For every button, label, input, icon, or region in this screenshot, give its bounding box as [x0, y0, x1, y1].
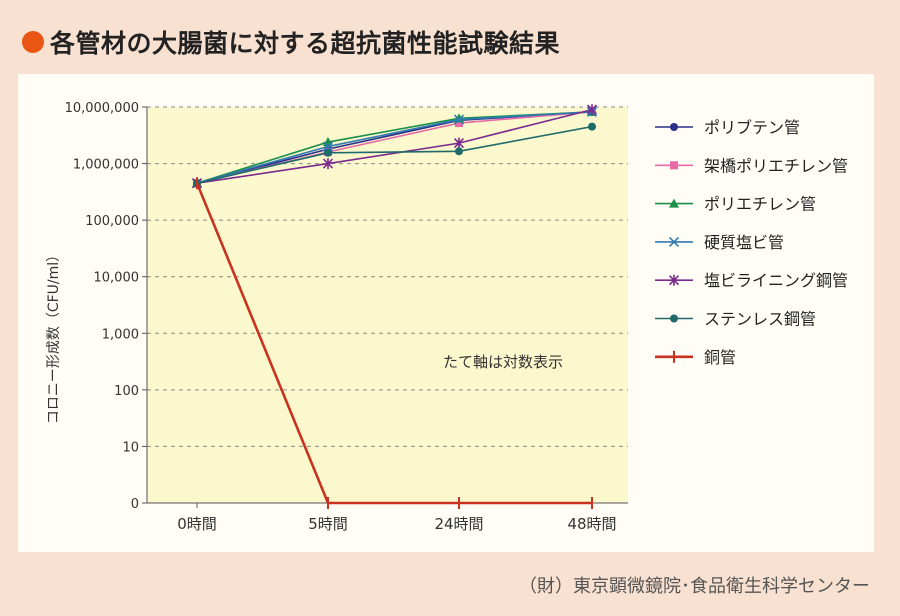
- legend-marker: [670, 161, 678, 170]
- legend-label: ステンレス鋼管: [704, 310, 816, 329]
- title-row: 各管材の大腸菌に対する超抗菌性能試験結果: [22, 22, 560, 62]
- legend-label: 銅管: [704, 348, 736, 367]
- legend-item: 硬質塩ビ管: [655, 233, 784, 252]
- y-tick-label: 0: [131, 497, 139, 512]
- legend-label: 架橋ポリエチレン管: [704, 156, 848, 175]
- legend-label: 硬質塩ビ管: [704, 233, 784, 252]
- chart-panel: 0 10 100 1,000 10,000 100,000 1,000,000 10,000,…: [18, 74, 874, 552]
- series-7: [195, 177, 593, 509]
- data-point: [453, 137, 465, 149]
- chart: 0 10 100 1,000 10,000 100,000 1,000,000 10,000,…: [46, 101, 848, 533]
- data-point: [455, 119, 463, 128]
- log-scale-note: たて軸は対数表示: [443, 353, 563, 371]
- series-line: [196, 125, 593, 184]
- x-tick-label: 5時間: [308, 515, 348, 533]
- legend-label: ポリブテン管: [704, 118, 800, 137]
- data-point: [455, 147, 463, 156]
- legend-label: 塩ビライニング鋼管: [704, 271, 848, 290]
- data-point: [322, 141, 334, 152]
- legend-marker: [668, 236, 680, 247]
- y-tick-label: 10,000,000: [65, 101, 139, 116]
- legend-item: ポリエチレン管: [655, 195, 816, 214]
- x-tick-label: 48時間: [567, 515, 616, 533]
- data-point: [322, 158, 334, 170]
- y-tick-label: 10: [122, 440, 139, 455]
- data-point: [588, 122, 596, 131]
- legend-item: 架橋ポリエチレン管: [655, 156, 848, 175]
- data-point: [453, 114, 465, 125]
- series-line: [196, 108, 593, 184]
- data-point: [324, 148, 332, 157]
- y-tick-label: 10,000: [94, 271, 140, 286]
- legend-label: ポリエチレン管: [704, 195, 816, 214]
- y-tick-label: 100: [114, 384, 139, 399]
- y-tick-label: 100,000: [85, 214, 139, 229]
- source-credit: （財）東京顕微鏡院･食品衛生科学センター: [519, 576, 870, 597]
- series-line: [195, 182, 592, 505]
- x-tick-label: 24時間: [434, 515, 483, 533]
- legend-marker: [668, 274, 680, 286]
- legend-item: ステンレス鋼管: [655, 310, 816, 329]
- legend-item: 銅管: [655, 348, 736, 367]
- bullet-dot-icon: [22, 31, 44, 53]
- series-line: [196, 111, 593, 184]
- legend-marker: [670, 314, 678, 323]
- y-tick-label: 1,000,000: [73, 158, 139, 173]
- x-tick-label: 0時間: [177, 515, 217, 533]
- legend-marker: [670, 123, 678, 131]
- legend-marker: [669, 198, 679, 208]
- page-title: 各管材の大腸菌に対する超抗菌性能試験結果: [50, 29, 561, 58]
- plot-area: [147, 107, 628, 503]
- legend-item: ポリブテン管: [655, 118, 800, 137]
- data-point: [586, 104, 598, 116]
- y-tick-label: 1,000: [102, 327, 139, 342]
- legend-item: 塩ビライニング鋼管: [655, 271, 848, 290]
- y-axis-label: コロニー形成数（CFU/ml）: [46, 248, 62, 424]
